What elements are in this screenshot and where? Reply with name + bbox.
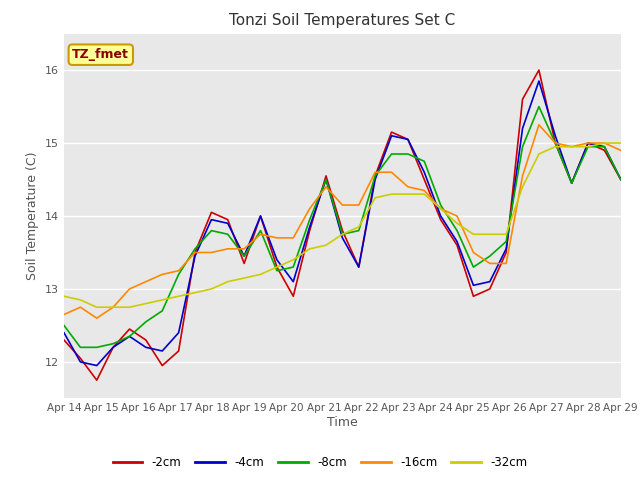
Title: Tonzi Soil Temperatures Set C: Tonzi Soil Temperatures Set C: [229, 13, 456, 28]
Legend: -2cm, -4cm, -8cm, -16cm, -32cm: -2cm, -4cm, -8cm, -16cm, -32cm: [108, 452, 532, 474]
X-axis label: Time: Time: [327, 416, 358, 429]
Text: TZ_fmet: TZ_fmet: [72, 48, 129, 61]
Y-axis label: Soil Temperature (C): Soil Temperature (C): [26, 152, 40, 280]
